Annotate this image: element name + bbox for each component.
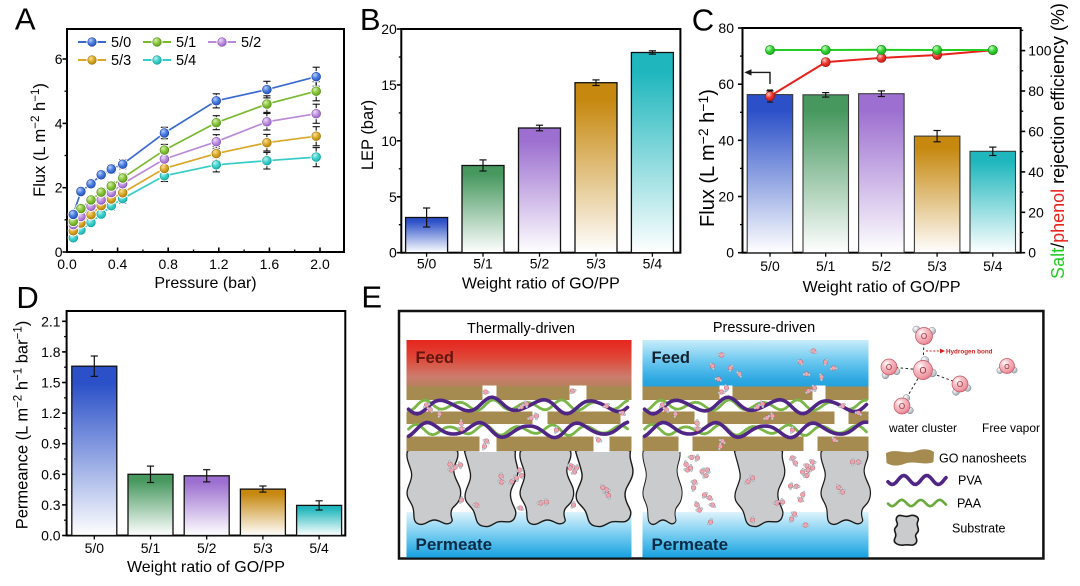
- svg-text:5/2: 5/2: [872, 258, 892, 274]
- svg-text:5/1: 5/1: [473, 256, 493, 272]
- svg-text:20: 20: [718, 189, 734, 205]
- svg-text:0.6: 0.6: [41, 466, 61, 482]
- svg-text:5/2: 5/2: [197, 540, 217, 556]
- svg-text:Salt/phenol rejection efficien: Salt/phenol rejection efficiency (%): [1048, 3, 1068, 279]
- svg-text:GO nanosheets: GO nanosheets: [939, 452, 1027, 466]
- svg-text:Pressure (bar): Pressure (bar): [154, 275, 256, 292]
- svg-text:5/3: 5/3: [927, 258, 947, 274]
- svg-text:5/3: 5/3: [586, 256, 606, 272]
- svg-text:Flux (L m−2​ h−1​): Flux (L m−2​ h−1​): [30, 83, 49, 197]
- svg-text:0: 0: [389, 245, 397, 261]
- svg-text:80: 80: [1028, 83, 1044, 99]
- svg-text:Permeate: Permeate: [416, 535, 493, 554]
- svg-text:O: O: [899, 402, 905, 411]
- svg-text:5/4: 5/4: [643, 256, 663, 272]
- svg-text:Free vapor: Free vapor: [982, 421, 1040, 435]
- svg-text:LEP (bar): LEP (bar): [359, 100, 377, 170]
- svg-text:20: 20: [1028, 204, 1044, 220]
- svg-text:C: C: [692, 3, 714, 38]
- svg-text:Weight ratio of GO/PP: Weight ratio of GO/PP: [803, 279, 961, 296]
- svg-text:Permeate: Permeate: [652, 535, 729, 554]
- svg-text:water cluster: water cluster: [888, 421, 957, 435]
- svg-text:1.5: 1.5: [41, 375, 61, 391]
- svg-text:5/3: 5/3: [111, 53, 131, 69]
- svg-text:Permeance (L m−2​ h−1​ bar−1​): Permeance (L m−2​ h−1​ bar−1​): [13, 321, 32, 530]
- svg-text:A: A: [15, 1, 36, 36]
- svg-text:O: O: [921, 332, 927, 341]
- svg-text:5/0: 5/0: [760, 258, 780, 274]
- svg-text:0.3: 0.3: [41, 497, 61, 513]
- svg-text:0.9: 0.9: [41, 436, 61, 452]
- svg-text:80: 80: [718, 20, 734, 36]
- svg-text:5/0: 5/0: [417, 256, 437, 272]
- svg-text:0: 0: [55, 244, 63, 260]
- svg-text:5/1: 5/1: [141, 540, 161, 556]
- svg-text:60: 60: [718, 76, 734, 92]
- svg-text:60: 60: [1028, 123, 1044, 139]
- svg-text:O: O: [1004, 364, 1010, 371]
- svg-text:5/0: 5/0: [85, 540, 105, 556]
- svg-text:1.8: 1.8: [41, 344, 61, 360]
- svg-text:5/4: 5/4: [309, 540, 329, 556]
- svg-text:6: 6: [55, 51, 63, 67]
- svg-text:5/4: 5/4: [983, 258, 1003, 274]
- svg-text:5: 5: [389, 189, 397, 205]
- svg-text:5/3: 5/3: [253, 540, 273, 556]
- svg-text:D: D: [16, 280, 38, 315]
- svg-text:5/1: 5/1: [176, 35, 196, 51]
- svg-text:0.8: 0.8: [158, 256, 178, 272]
- svg-text:0: 0: [1028, 245, 1036, 261]
- svg-text:20: 20: [381, 21, 397, 37]
- svg-text:40: 40: [718, 132, 734, 148]
- svg-text:15: 15: [381, 77, 397, 93]
- svg-text:O: O: [886, 363, 892, 372]
- svg-text:5/1: 5/1: [816, 258, 836, 274]
- svg-text:40: 40: [1028, 164, 1044, 180]
- svg-text:Weight ratio of GO/PP: Weight ratio of GO/PP: [127, 559, 285, 576]
- svg-text:5/4: 5/4: [176, 53, 196, 69]
- svg-text:5/2: 5/2: [530, 256, 550, 272]
- svg-text:Thermally-driven: Thermally-driven: [467, 321, 575, 337]
- svg-text:PVA: PVA: [958, 474, 983, 488]
- svg-text:B: B: [360, 2, 381, 37]
- svg-text:Substrate: Substrate: [952, 522, 1006, 536]
- svg-text:0.4: 0.4: [108, 256, 128, 272]
- svg-text:1.2: 1.2: [41, 405, 61, 421]
- svg-text:1.2: 1.2: [209, 256, 229, 272]
- svg-text:E: E: [361, 279, 382, 314]
- svg-text:0: 0: [726, 245, 734, 261]
- svg-text:O: O: [919, 366, 926, 376]
- svg-text:Weight ratio of GO/PP: Weight ratio of GO/PP: [462, 276, 620, 293]
- svg-text:Feed: Feed: [652, 349, 691, 367]
- svg-text:PAA: PAA: [957, 497, 982, 511]
- svg-text:Feed: Feed: [416, 349, 455, 367]
- svg-text:4: 4: [55, 115, 63, 131]
- svg-text:2.0: 2.0: [310, 256, 330, 272]
- svg-text:1.6: 1.6: [260, 256, 280, 272]
- svg-text:5/0: 5/0: [111, 35, 131, 51]
- svg-text:0.0: 0.0: [41, 528, 61, 544]
- svg-text:2.1: 2.1: [41, 313, 61, 329]
- svg-text:2: 2: [55, 180, 63, 196]
- svg-text:Flux (L m−2​ h−1​): Flux (L m−2​ h−1​): [695, 89, 719, 227]
- svg-text:100: 100: [1028, 43, 1052, 59]
- svg-text:Hydrogen bond: Hydrogen bond: [946, 349, 993, 356]
- svg-text:0.0: 0.0: [57, 256, 77, 272]
- svg-text:10: 10: [381, 133, 397, 149]
- svg-text:O: O: [957, 380, 963, 389]
- svg-text:5/2: 5/2: [241, 35, 261, 51]
- svg-text:Pressure-driven: Pressure-driven: [713, 320, 815, 336]
